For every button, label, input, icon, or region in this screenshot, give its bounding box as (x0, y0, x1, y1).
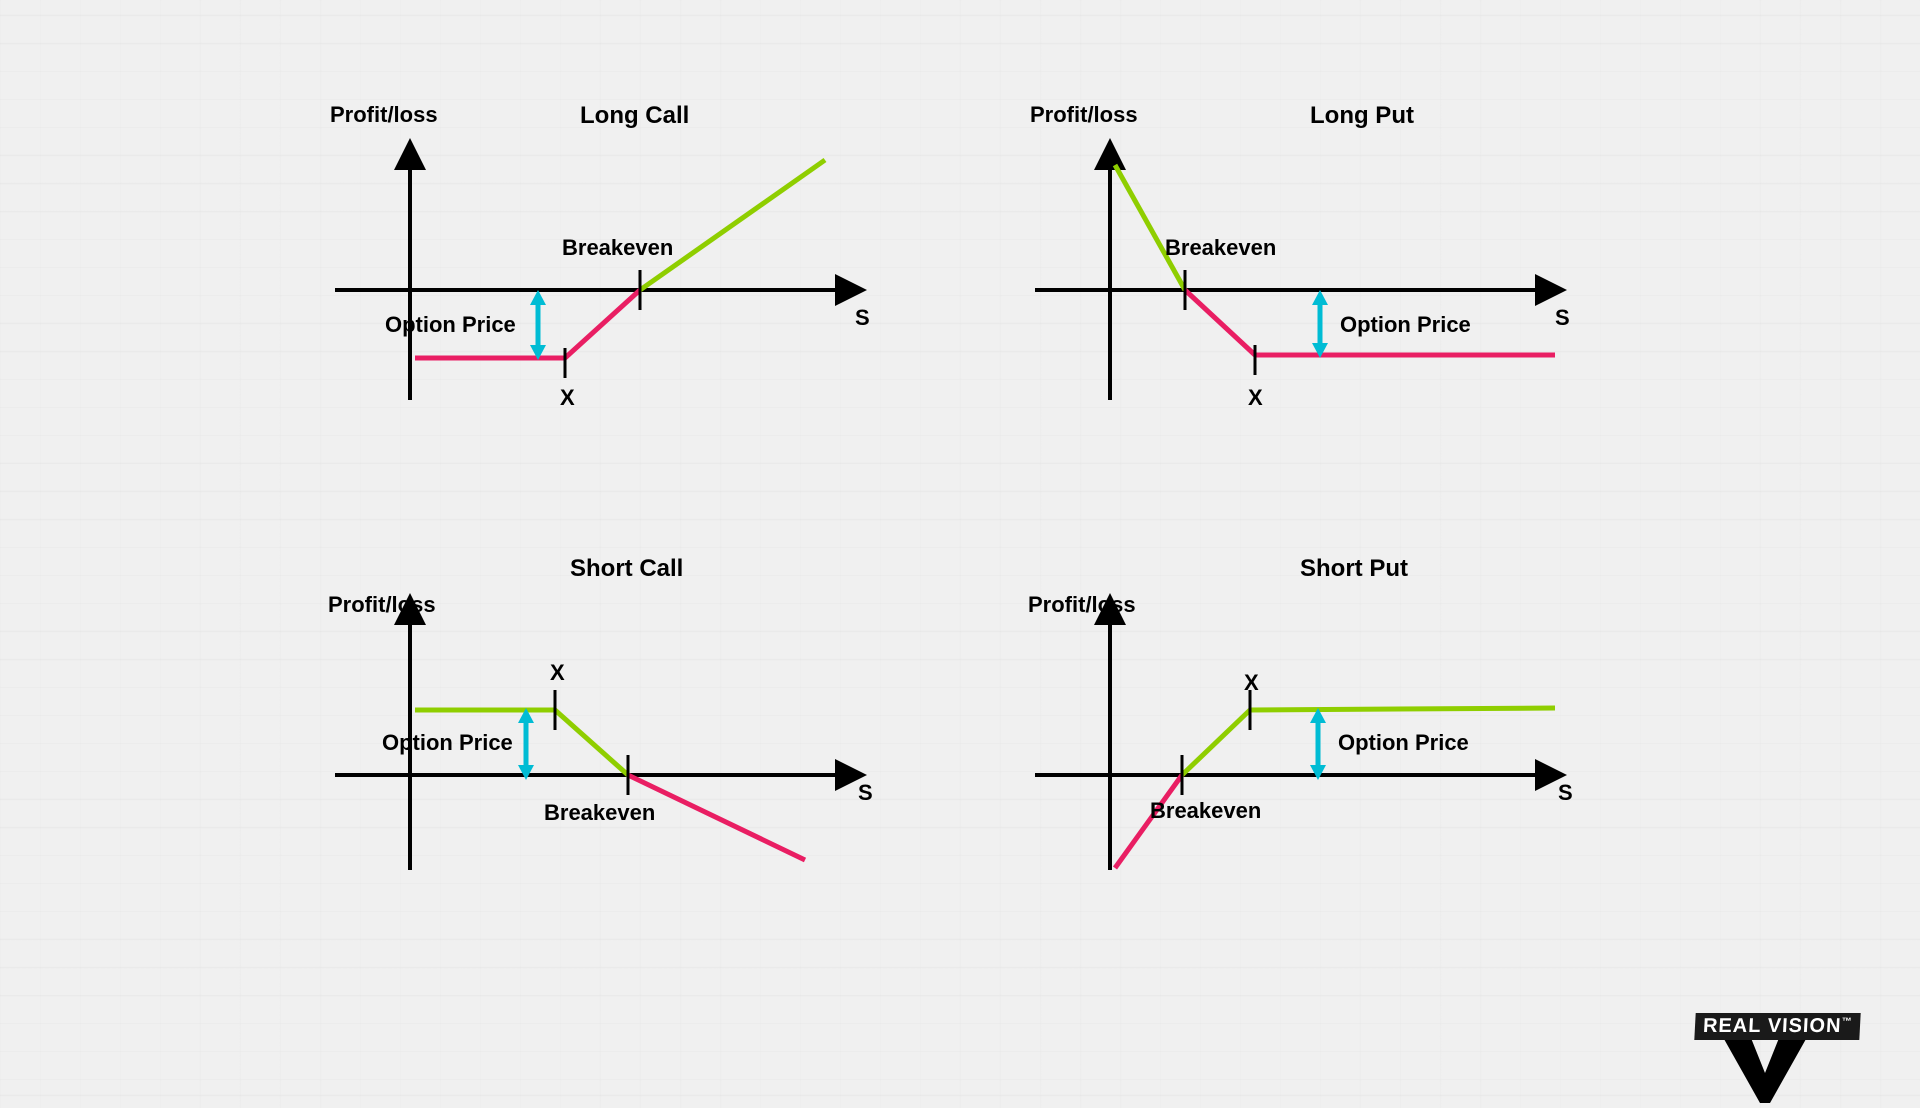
panel-long-put: Long Put Profit/loss Breakeven Option Pr… (1000, 120, 1700, 450)
breakeven-long-call: Breakeven (562, 235, 673, 261)
option-price-long-call: Option Price (385, 312, 516, 338)
panel-long-call: Long Call Profit/loss Breakeven Option P… (300, 120, 1000, 450)
ylabel-short-put: Profit/loss (1028, 592, 1136, 618)
panel-short-put: Short Put Profit/loss Breakeven Option P… (1000, 570, 1700, 900)
s-long-put: S (1555, 305, 1570, 331)
panel-short-call: Short Call Profit/loss Breakeven Option … (300, 570, 1000, 900)
breakeven-short-put: Breakeven (1150, 798, 1261, 824)
strike-long-call: X (560, 385, 575, 411)
title-short-put: Short Put (1300, 555, 1408, 583)
option-price-long-put: Option Price (1340, 312, 1471, 338)
logo-real-vision: REAL VISION™ (1695, 1018, 1860, 1040)
strike-short-call: X (550, 660, 565, 686)
ylabel-long-put: Profit/loss (1030, 102, 1138, 128)
option-price-short-put: Option Price (1338, 730, 1469, 756)
s-short-put: S (1558, 780, 1573, 806)
strike-short-put: X (1244, 670, 1259, 696)
title-short-call: Short Call (570, 555, 683, 583)
chart-long-call (300, 120, 1000, 450)
title-long-put: Long Put (1310, 102, 1414, 130)
option-price-short-call: Option Price (382, 730, 513, 756)
breakeven-short-call: Breakeven (544, 800, 655, 826)
ylabel-long-call: Profit/loss (330, 102, 438, 128)
logo-text: REAL VISION™ (1694, 1013, 1861, 1040)
ylabel-short-call: Profit/loss (328, 592, 436, 618)
strike-long-put: X (1248, 385, 1263, 411)
s-short-call: S (858, 780, 873, 806)
breakeven-long-put: Breakeven (1165, 235, 1276, 261)
title-long-call: Long Call (580, 102, 689, 130)
chart-long-put (1000, 120, 1700, 450)
s-long-call: S (855, 305, 870, 331)
